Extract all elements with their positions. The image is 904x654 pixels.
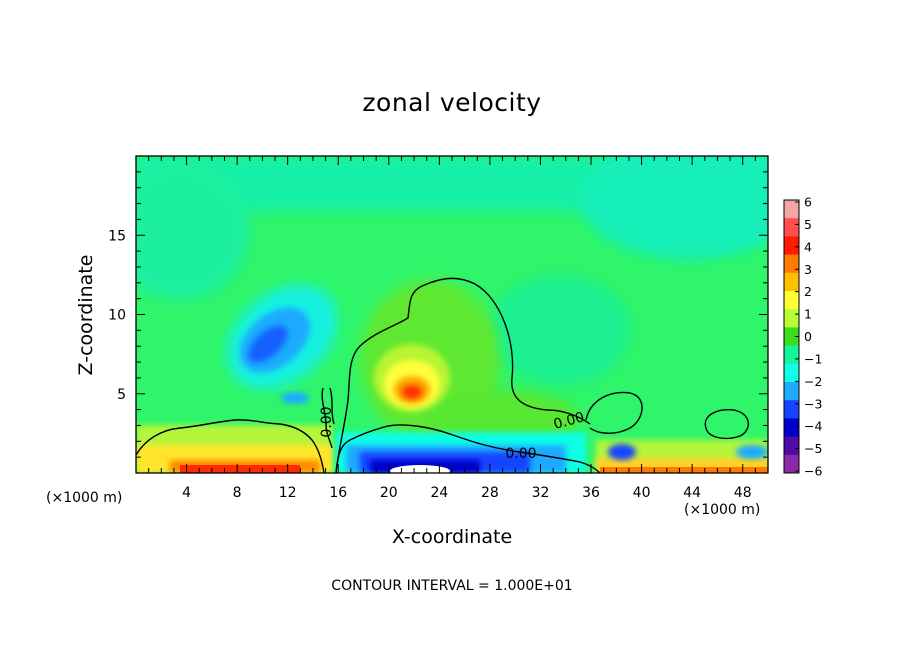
y-tick-label: 5 bbox=[117, 387, 126, 403]
colorbar-tick-label: 5 bbox=[804, 217, 812, 232]
colorbar-tick-label: −5 bbox=[804, 441, 822, 456]
x-unit-label: (×1000 m) bbox=[46, 490, 123, 506]
colorbar-tick-label: 3 bbox=[804, 262, 812, 277]
colorbar-swatch bbox=[784, 382, 799, 401]
y-axis-label: Z-coordinate bbox=[75, 254, 97, 376]
contour-lines bbox=[136, 277, 749, 473]
colorbar-tick-label: 6 bbox=[804, 195, 812, 210]
x-tick-label: 40 bbox=[633, 485, 651, 501]
contour-label-group: 0.00 bbox=[552, 409, 586, 433]
colorbar-swatch bbox=[784, 218, 799, 237]
y-tick-label: 15 bbox=[108, 228, 126, 244]
x-tick-label: 16 bbox=[329, 485, 347, 501]
colorbar-tick-label: 2 bbox=[804, 284, 812, 299]
colorbar-swatch bbox=[784, 345, 799, 365]
colorbar-tick-label: −2 bbox=[804, 374, 822, 389]
x-tick-label: 4 bbox=[182, 485, 191, 501]
colorbar-tick-label: 1 bbox=[804, 307, 812, 322]
colorbar-swatch bbox=[784, 436, 799, 456]
chart-title: zonal velocity bbox=[362, 88, 542, 117]
x-tick-label: 28 bbox=[481, 485, 499, 501]
colorbar-swatch bbox=[784, 454, 799, 474]
colorbar-tick-label: −6 bbox=[804, 464, 822, 479]
x-tick-label: 48 bbox=[734, 485, 752, 501]
colorbar-swatch bbox=[784, 272, 799, 292]
colorbar-swatch bbox=[784, 236, 799, 256]
colorbar-tick-label: −1 bbox=[804, 351, 822, 366]
colorbar-swatch bbox=[784, 363, 799, 383]
colorbar-swatch bbox=[784, 200, 799, 219]
colorbar-swatch bbox=[784, 254, 799, 274]
x-tick-label: 20 bbox=[380, 485, 398, 501]
colorbar-tick-label: −4 bbox=[804, 419, 822, 434]
contour-label: 0.00 bbox=[319, 406, 335, 437]
x-unit-label-repeat: (×1000 m) bbox=[684, 502, 761, 518]
colorbar-tick-label: −3 bbox=[804, 396, 822, 411]
heatmap-field bbox=[136, 156, 768, 473]
colorbar-tick-label: 0 bbox=[804, 329, 812, 344]
x-tick-label: 12 bbox=[279, 485, 297, 501]
colorbar-tick-label: 4 bbox=[804, 239, 812, 254]
colorbar-swatch bbox=[784, 327, 799, 347]
x-tick-label: 44 bbox=[683, 485, 701, 501]
colorbar-swatch bbox=[784, 400, 799, 419]
x-axis-label: X-coordinate bbox=[391, 526, 513, 548]
colorbar-swatch bbox=[784, 309, 799, 328]
contour-interval-note: CONTOUR INTERVAL = 1.000E+01 bbox=[331, 578, 573, 594]
x-tick-label: 32 bbox=[532, 485, 550, 501]
contour-label-group: 0.00 bbox=[505, 446, 536, 462]
contour-label-group: 0.00 bbox=[319, 406, 335, 437]
colorbar-swatch bbox=[784, 291, 799, 310]
contour-label: 0.00 bbox=[505, 446, 536, 462]
y-tick-label: 10 bbox=[108, 308, 126, 324]
x-tick-label: 24 bbox=[430, 485, 448, 501]
x-tick-label: 36 bbox=[582, 485, 600, 501]
contour-label: 0.00 bbox=[552, 409, 586, 433]
colorbar-swatch bbox=[784, 418, 799, 438]
x-tick-label: 8 bbox=[233, 485, 242, 501]
